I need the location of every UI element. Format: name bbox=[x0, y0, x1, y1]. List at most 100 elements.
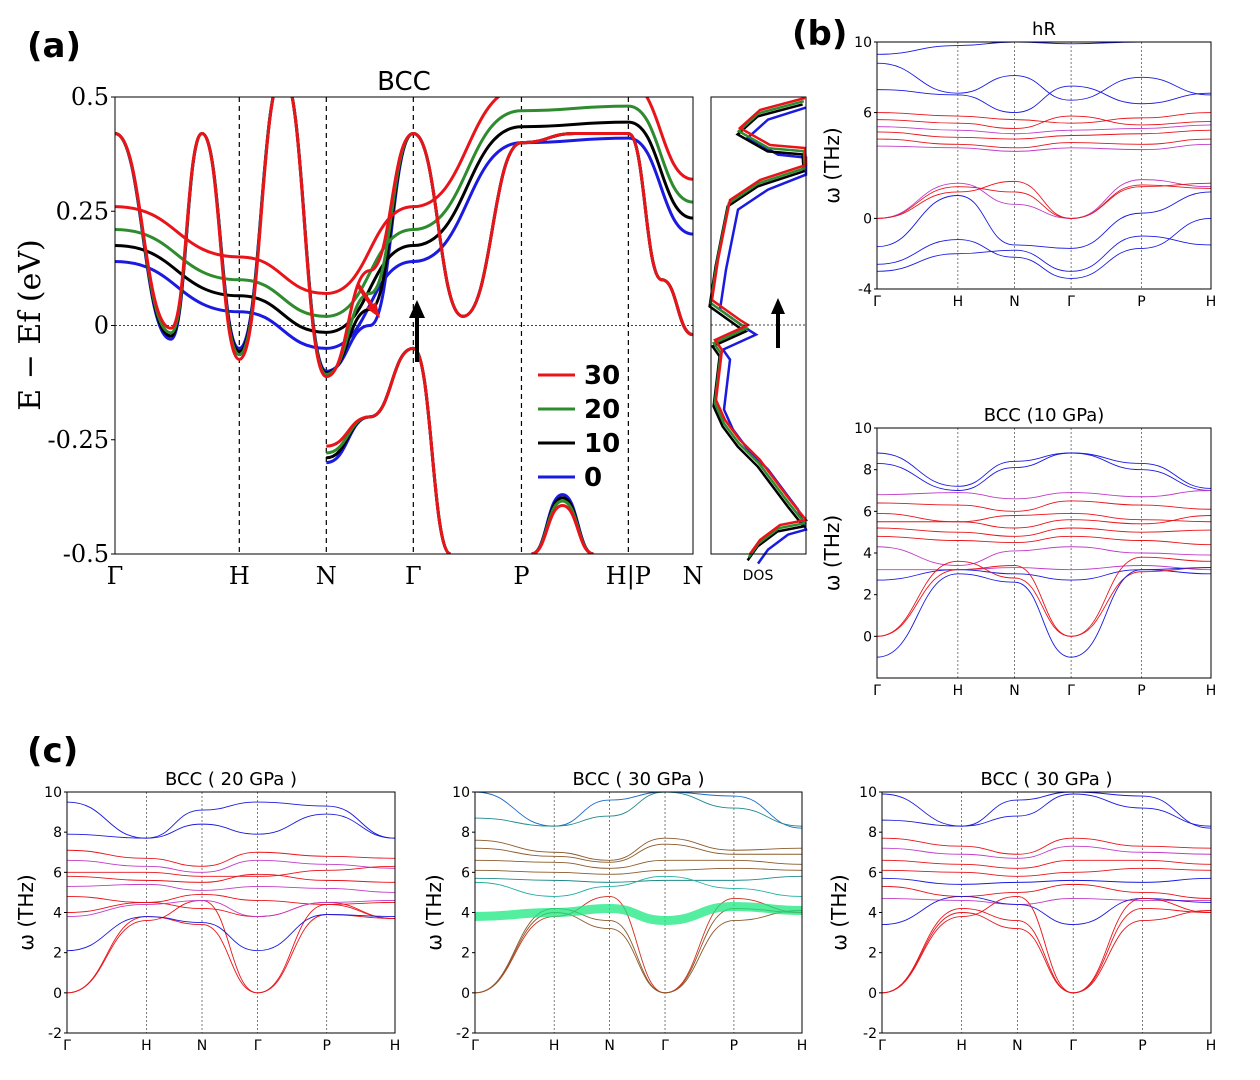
band-xtick-label: H|P bbox=[606, 562, 651, 591]
phonon-branch bbox=[882, 908, 1211, 994]
phonon-xtick-label: H bbox=[390, 1038, 401, 1054]
phonon-branch bbox=[877, 490, 1211, 500]
band-xtick-label: Γ bbox=[107, 562, 124, 590]
band-xtick-label: N bbox=[316, 562, 337, 590]
phonon-branch bbox=[475, 895, 802, 994]
legend-label: 0 bbox=[584, 463, 602, 493]
band-ytick-label: -0.25 bbox=[47, 426, 109, 454]
phonon-ytick-label: 10 bbox=[854, 421, 872, 437]
phonon-title: BCC (10 GPa) bbox=[984, 405, 1105, 426]
phonon-projected-branch bbox=[475, 901, 802, 926]
band-yticks: 0.5 0.25 0 -0.25 -0.5 bbox=[47, 83, 115, 568]
phonon-branch bbox=[882, 793, 1211, 827]
phonon-branch bbox=[475, 910, 802, 994]
dos-curve-20 bbox=[709, 99, 808, 558]
phonon-xtick-label: P bbox=[1138, 1038, 1146, 1054]
legend-label: 20 bbox=[584, 395, 620, 425]
phonon-xtick-label: H bbox=[953, 294, 964, 310]
phonon-frame bbox=[876, 41, 1212, 290]
phonon-branch bbox=[882, 895, 1211, 994]
band-curve-30 bbox=[115, 97, 693, 296]
phonon-branch bbox=[882, 867, 1211, 877]
band-title: BCC bbox=[377, 67, 431, 97]
phonon-ytick-label: 6 bbox=[863, 106, 872, 122]
phonon-xtick-label: Γ bbox=[661, 1038, 669, 1054]
phonon-ytick-label: 0 bbox=[863, 629, 872, 645]
phonon-ytick-label: 10 bbox=[854, 35, 872, 51]
phonon-branch bbox=[877, 546, 1211, 566]
phonon-branch bbox=[877, 527, 1211, 537]
phonon-branch bbox=[877, 452, 1211, 491]
phonon-ylabel: ω (THz) bbox=[820, 515, 844, 591]
dos-lines bbox=[708, 96, 809, 565]
phonon-branch bbox=[67, 899, 395, 994]
phonon-ytick-label: 4 bbox=[53, 906, 62, 922]
band-xtick-label: P bbox=[513, 562, 529, 590]
band-curve-30 bbox=[115, 97, 693, 379]
phonon-branch bbox=[882, 910, 1211, 994]
band-ytick-label: -0.5 bbox=[63, 540, 109, 568]
phonon-branch bbox=[475, 867, 802, 875]
phonon-ytick-label: 2 bbox=[461, 946, 470, 962]
phonon-branch bbox=[877, 62, 1211, 101]
phonon-ytick-label: 2 bbox=[868, 946, 877, 962]
phonon-frame bbox=[876, 427, 1212, 679]
phonon-branch bbox=[877, 565, 1211, 571]
phonon-ytick-label: 8 bbox=[868, 825, 877, 841]
band-curve-0 bbox=[115, 97, 693, 373]
phonon-title: BCC ( 30 GPa ) bbox=[572, 769, 704, 790]
phonon-branch bbox=[475, 792, 802, 829]
phonon-branch bbox=[877, 556, 1211, 637]
phonon-branch bbox=[877, 179, 1211, 219]
band-ytick-label: 0.5 bbox=[71, 83, 109, 111]
phonon-bcc10-chart: BCC (10 GPa) ω (THz) 10 8 6 4 2 0 Γ H N Γ P H bbox=[820, 405, 1216, 699]
phonon-ytick-label: 6 bbox=[863, 504, 872, 520]
legend-label: 10 bbox=[584, 429, 620, 459]
band-ytick-label: 0.25 bbox=[56, 197, 109, 225]
phonon-xtick-label: Γ bbox=[63, 1038, 71, 1054]
phonon-branch bbox=[877, 452, 1211, 489]
phonon-ytick-label: 0 bbox=[53, 986, 62, 1002]
phonon-xtick-label: Γ bbox=[1067, 683, 1075, 699]
phonon-xtick-label: N bbox=[1009, 683, 1019, 699]
phonon-ytick-label: 10 bbox=[44, 785, 62, 801]
phonon-ytick-label: -4 bbox=[858, 282, 872, 298]
phonon-ytick-label: 10 bbox=[452, 785, 470, 801]
phonon-xtick-label: P bbox=[730, 1038, 738, 1054]
phonon-xtick-label: H bbox=[956, 1038, 967, 1054]
phonon-xtick-label: Γ bbox=[873, 683, 881, 699]
phonon-xtick-label: P bbox=[1137, 294, 1145, 310]
phonon-xtick-label: N bbox=[604, 1038, 614, 1054]
phonon-branch bbox=[877, 235, 1211, 272]
phonon-ytick-label: 0 bbox=[461, 986, 470, 1002]
phonon-branch bbox=[882, 859, 1211, 869]
phonon-xtick-label: P bbox=[1137, 683, 1145, 699]
phonon-branch bbox=[877, 124, 1211, 135]
band-curve-10 bbox=[115, 97, 693, 375]
dos-chart: DOS bbox=[708, 96, 809, 584]
phonon-branch bbox=[882, 792, 1211, 829]
phonon-ytick-label: -2 bbox=[456, 1026, 470, 1042]
band-curve-30 bbox=[530, 504, 595, 554]
phonon-branch bbox=[67, 849, 395, 867]
phonon-branch bbox=[882, 897, 1211, 905]
phonon-xtick-label: Γ bbox=[873, 294, 881, 310]
phonon-ytick-label: 2 bbox=[863, 588, 872, 604]
phonon-branch bbox=[475, 875, 802, 883]
phonon-xtick-label: Γ bbox=[1069, 1038, 1077, 1054]
dos-arrow-annotation bbox=[771, 298, 785, 348]
dos-curve-10 bbox=[708, 103, 806, 562]
band-legend: 30 20 10 0 bbox=[538, 361, 620, 493]
phonon-xtick-label: Γ bbox=[254, 1038, 262, 1054]
phonon-xtick-label: Γ bbox=[1067, 294, 1075, 310]
phonon-frame bbox=[66, 791, 396, 1034]
phonon-ytick-label: 10 bbox=[859, 785, 877, 801]
phonon-ytick-label: 8 bbox=[863, 463, 872, 479]
phonon-ytick-label: 4 bbox=[461, 906, 470, 922]
phonon-branch bbox=[882, 845, 1211, 859]
band-frame bbox=[114, 96, 694, 555]
